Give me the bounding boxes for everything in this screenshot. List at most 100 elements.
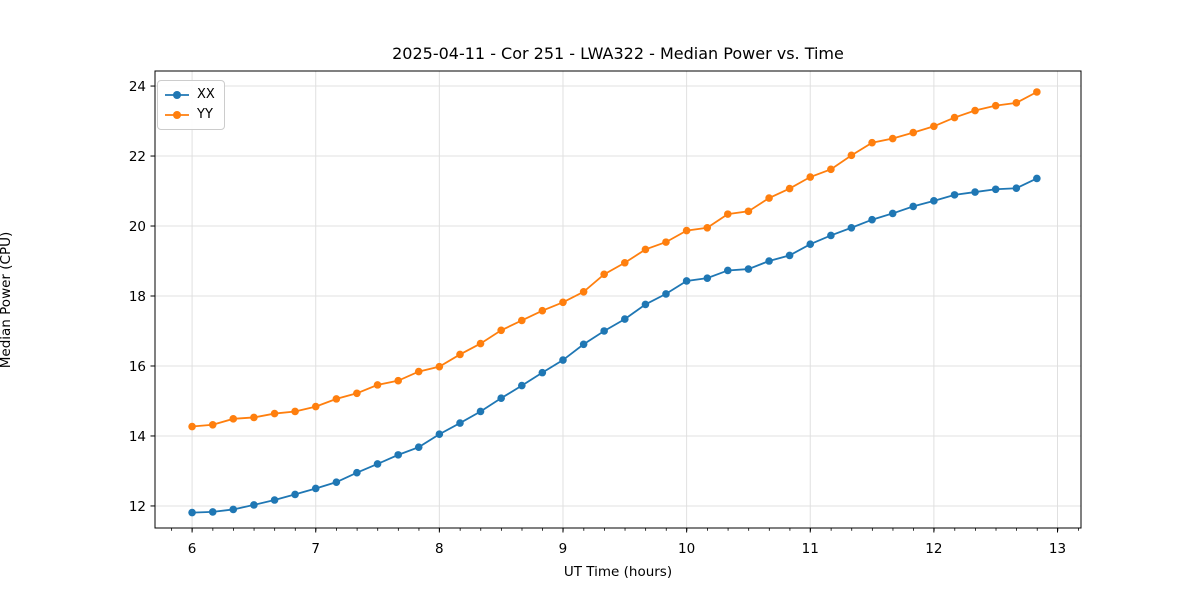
data-point-xx <box>373 460 382 468</box>
data-point-yy <box>785 184 794 193</box>
data-point-yy <box>600 270 608 279</box>
x-tick-label: 13 <box>1049 541 1066 557</box>
data-point-xx <box>682 277 691 285</box>
data-point-xx <box>723 266 732 275</box>
legend-sample-xx <box>165 91 189 99</box>
data-point-yy <box>950 113 959 122</box>
data-point-yy <box>456 350 464 359</box>
x-tick-label: 9 <box>559 541 568 557</box>
data-point-xx <box>476 407 485 416</box>
data-point-yy <box>291 407 299 416</box>
data-point-yy <box>930 122 938 131</box>
data-point-xx <box>1012 184 1021 193</box>
data-point-yy <box>414 367 423 376</box>
data-point-yy <box>497 326 505 335</box>
y-axis-label: Median Power (CPU) <box>0 231 14 369</box>
data-point-yy <box>208 420 217 429</box>
data-point-yy <box>744 207 753 216</box>
data-point-yy <box>332 395 341 403</box>
data-point-yy <box>682 226 691 235</box>
data-point-yy <box>971 106 979 115</box>
data-point-xx <box>353 468 361 477</box>
data-point-xx <box>456 419 464 427</box>
data-point-yy <box>620 258 629 267</box>
x-tick-label: 8 <box>435 541 444 557</box>
data-point-yy <box>641 245 650 254</box>
data-point-yy <box>703 223 712 232</box>
y-tick-label: 12 <box>129 499 146 515</box>
data-point-yy <box>229 415 238 423</box>
data-point-xx <box>765 257 773 265</box>
series-line-xx <box>192 177 1038 514</box>
data-point-xx <box>971 188 979 196</box>
data-point-yy <box>559 298 567 307</box>
data-point-xx <box>188 508 196 517</box>
data-point-xx <box>538 368 547 377</box>
x-tick-label: 12 <box>925 541 942 557</box>
data-point-yy <box>847 151 856 160</box>
data-point-xx <box>579 340 588 349</box>
data-point-xx <box>559 356 567 364</box>
data-point-xx <box>950 191 959 199</box>
legend: XX YY <box>157 80 225 130</box>
data-point-xx <box>785 251 794 260</box>
data-point-xx <box>641 300 650 309</box>
data-point-yy <box>188 422 196 431</box>
data-point-xx <box>600 327 608 335</box>
x-tick-label: 7 <box>311 541 320 557</box>
data-point-yy <box>394 376 402 385</box>
data-point-xx <box>291 490 299 499</box>
x-axis-label: UT Time (hours) <box>563 564 673 580</box>
data-point-yy <box>662 238 670 246</box>
data-point-yy <box>991 101 1000 110</box>
data-point-yy <box>723 210 732 218</box>
data-point-yy <box>806 173 815 181</box>
legend-item-yy: YY <box>164 105 215 125</box>
data-point-yy <box>353 389 361 398</box>
data-point-xx <box>270 496 279 504</box>
x-tick-label: 11 <box>802 541 819 557</box>
data-point-xx <box>250 501 258 509</box>
data-point-yy <box>250 413 258 422</box>
data-point-yy <box>476 339 485 348</box>
data-point-yy <box>827 165 835 174</box>
data-point-xx <box>827 231 835 240</box>
data-point-xx <box>888 209 897 218</box>
data-point-xx <box>930 197 938 205</box>
data-point-yy <box>1012 99 1021 107</box>
data-point-xx <box>909 202 918 211</box>
data-point-yy <box>868 138 876 147</box>
data-point-xx <box>847 223 856 232</box>
y-tick-label: 24 <box>129 79 146 95</box>
y-tick-label: 22 <box>129 149 146 165</box>
data-point-xx <box>311 484 320 493</box>
data-point-yy <box>373 381 382 389</box>
data-point-yy <box>765 194 773 202</box>
data-point-xx <box>518 381 526 390</box>
data-point-xx <box>703 274 712 282</box>
data-point-yy <box>538 306 547 315</box>
data-point-xx <box>620 315 629 323</box>
data-point-xx <box>662 290 670 298</box>
data-point-xx <box>414 443 423 451</box>
data-point-yy <box>579 288 588 296</box>
legend-sample-yy <box>165 111 189 119</box>
y-tick-label: 16 <box>129 359 146 375</box>
data-point-yy <box>435 362 444 371</box>
data-point-xx <box>991 185 1000 194</box>
series-line-yy <box>192 91 1038 428</box>
legend-label-yy: YY <box>197 107 213 122</box>
data-point-xx <box>744 265 753 273</box>
y-tick-label: 18 <box>129 289 146 305</box>
data-point-xx <box>497 394 505 402</box>
data-point-yy <box>311 402 320 411</box>
x-tick-label: 10 <box>678 541 695 557</box>
data-point-xx <box>435 430 444 439</box>
data-point-yy <box>1033 88 1041 96</box>
legend-label-xx: XX <box>197 87 215 102</box>
data-point-yy <box>888 134 897 143</box>
data-point-yy <box>270 409 279 418</box>
data-point-xx <box>332 478 341 486</box>
